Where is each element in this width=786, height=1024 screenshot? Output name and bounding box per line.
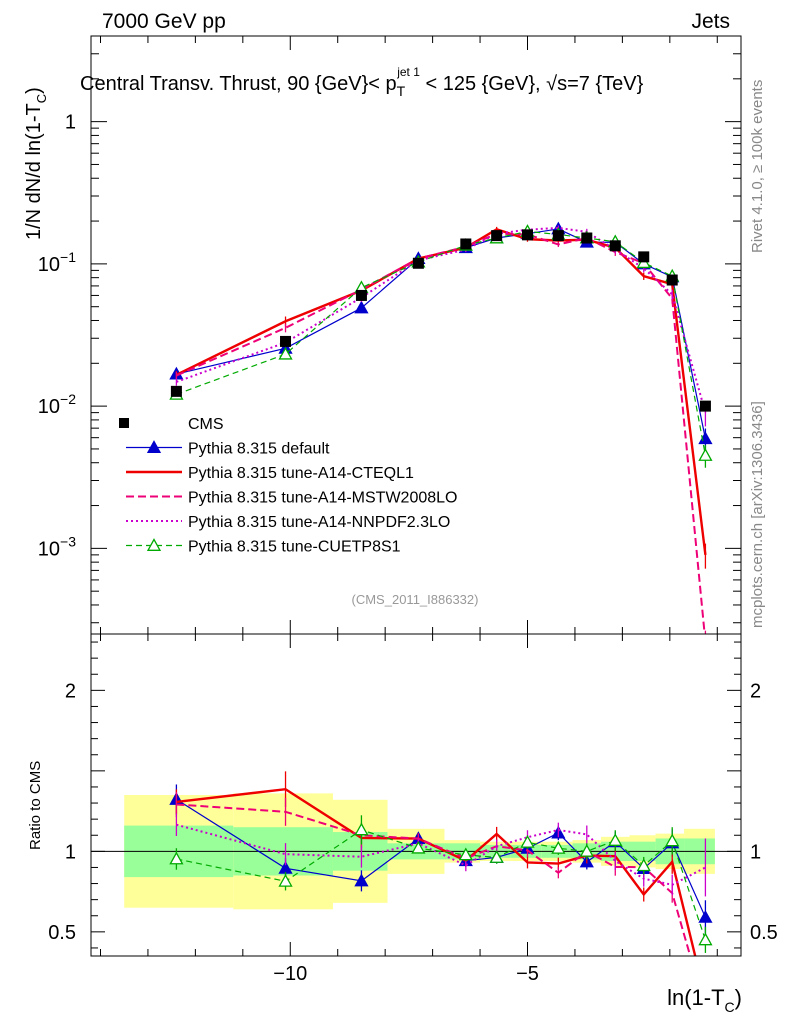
series-2-line xyxy=(176,232,706,634)
ratio-tick-label-left: 0.5 xyxy=(48,922,76,944)
legend-label: Pythia 8.315 tune-A14-NNPDF2.3LO xyxy=(188,514,450,531)
ratio-tick-label-right: 2 xyxy=(750,680,761,702)
title-sub: T xyxy=(397,83,406,99)
legend-label: Pythia 8.315 tune-A14-MSTW2008LO xyxy=(188,490,457,507)
series-4-ratio-marker xyxy=(551,840,566,854)
series-4-ratio-marker xyxy=(458,847,473,861)
x-tick-label: −5 xyxy=(516,963,539,985)
cms-point xyxy=(581,232,593,244)
series-4-marker xyxy=(278,346,293,360)
y-tick-label: 1 xyxy=(65,112,76,134)
ratio-ylabel: Ratio to CMS xyxy=(27,761,44,850)
mcplots-label: mcplots.cern.ch [arXiv:1306.3436] xyxy=(749,401,766,628)
ratio-tick-label-left: 2 xyxy=(65,680,76,702)
analysis-label: (CMS_2011_I886332) xyxy=(352,592,479,607)
series-4-marker xyxy=(698,448,713,461)
cms-point xyxy=(638,251,650,263)
svg-text:1/N dN/d ln(1-TC): 1/N dN/d ln(1-TC) xyxy=(23,87,49,240)
legend-label: Pythia 8.315 default xyxy=(188,441,330,458)
y-tick-exp: −3 xyxy=(60,533,76,549)
series-4-ratio-marker xyxy=(354,822,369,836)
series-4-ratio-marker xyxy=(665,833,680,847)
ratio-frame xyxy=(90,633,742,957)
legend-label: Pythia 8.315 tune-A14-CTEQL1 xyxy=(188,465,414,482)
legend-item: Pythia 8.315 tune-CUETP8S1 xyxy=(126,538,401,556)
series-0-marker xyxy=(354,300,369,314)
cms-point xyxy=(609,240,621,252)
y-tick-label: 10−1 xyxy=(38,249,76,276)
cms-point xyxy=(170,385,182,397)
cms-point xyxy=(699,400,711,412)
legend-item: Pythia 8.315 tune-A14-CTEQL1 xyxy=(126,465,414,482)
legend-swatch-marker xyxy=(146,440,162,453)
y-tick-base: 10 xyxy=(38,254,60,276)
main-ylabel-post: ) xyxy=(23,87,45,94)
series-0-line xyxy=(176,228,707,439)
cms-point xyxy=(491,230,503,242)
series-0-ratio-marker xyxy=(354,873,369,887)
title-main: Central Transv. Thrust, 90 {GeV}< p xyxy=(80,73,397,95)
cms-point xyxy=(666,274,678,286)
ratio-tick-label-right: 0.5 xyxy=(750,922,778,944)
legend-item: Pythia 8.315 tune-A14-NNPDF2.3LO xyxy=(126,514,450,531)
x-tick-label: −10 xyxy=(273,963,307,985)
series-4-ratio-marker xyxy=(608,833,623,846)
y-tick-base: 10 xyxy=(38,396,60,418)
main-ylabel-pre: 1/N dN/d ln(1-T xyxy=(23,103,45,240)
series-4-ratio-marker xyxy=(636,858,651,872)
series-4-ratio-marker xyxy=(489,850,504,863)
series-4-ratio-marker xyxy=(579,844,594,857)
ratio-tick-label-left: 1 xyxy=(65,841,76,863)
legend-swatch-cms xyxy=(119,418,129,428)
y-tick-label: 10−3 xyxy=(38,533,76,560)
legend-label: Pythia 8.315 tune-CUETP8S1 xyxy=(188,539,401,556)
series-4-ratio-marker xyxy=(169,851,184,865)
y-tick-exp: −2 xyxy=(60,391,76,407)
legend-item: Pythia 8.315 default xyxy=(126,440,330,458)
legend-label: CMS xyxy=(188,416,224,433)
y-tick-base: 10 xyxy=(38,538,60,560)
y-tick-label: 10−2 xyxy=(38,391,76,418)
series-4-line xyxy=(176,230,707,456)
cms-point xyxy=(521,229,533,241)
cms-point xyxy=(552,230,564,242)
xlabel-post: ) xyxy=(735,985,742,1010)
main-ylabel: 1/N dN/d ln(1-TC) xyxy=(23,87,49,240)
xaxis-label: ln(1-TC) xyxy=(667,985,742,1015)
cms-point xyxy=(355,289,367,301)
cms-point xyxy=(460,238,472,250)
header-left: 7000 GeV pp xyxy=(102,10,226,33)
ratio-tick-label-right: 1 xyxy=(750,841,761,863)
title-sup: jet 1 xyxy=(396,65,420,79)
xlabel-pre: ln(1-T xyxy=(667,985,724,1010)
series-4-ratio-marker xyxy=(411,840,426,854)
main-ylabel-sub: C xyxy=(34,94,49,103)
series-4-ratio-marker xyxy=(520,834,535,848)
xlabel-sub: C xyxy=(725,999,735,1015)
cms-point xyxy=(412,257,424,269)
series-0-ratio-marker xyxy=(698,910,713,923)
legend-item: CMS xyxy=(119,416,224,433)
title-rest: < 125 {GeV}, √s=7 {TeV} xyxy=(420,73,644,95)
legend-swatch-marker xyxy=(146,538,162,551)
legend-item: Pythia 8.315 tune-A14-MSTW2008LO xyxy=(126,490,457,507)
header-right: Jets xyxy=(691,10,730,33)
y-tick-exp: −1 xyxy=(60,249,76,265)
plot-title: Central Transv. Thrust, 90 {GeV}< pTjet … xyxy=(80,65,644,99)
series-0-marker xyxy=(698,431,713,445)
series-4-ratio-marker xyxy=(278,873,293,887)
rivet-label: Rivet 4.1.0, ≥ 100k events xyxy=(749,80,766,253)
cms-point xyxy=(280,335,292,347)
series-4-ratio-marker xyxy=(698,932,713,946)
